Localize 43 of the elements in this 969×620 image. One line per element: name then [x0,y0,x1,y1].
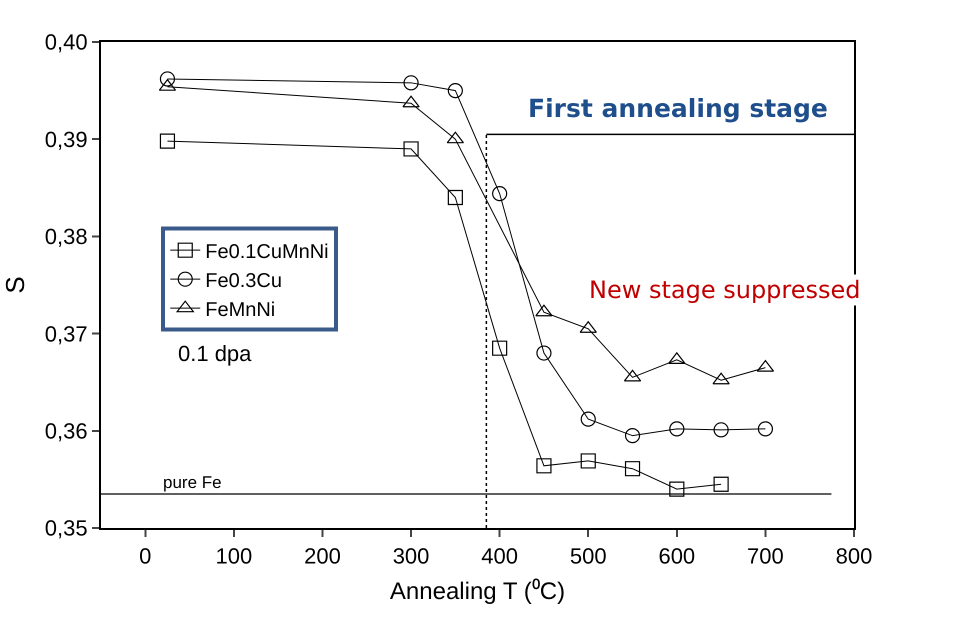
legend-label: Fe0.1CuMnNi [205,240,329,263]
point [492,186,508,202]
legend-label: FeMnNi [205,298,276,321]
y-tick-label: 0,35 [44,516,88,541]
ref-line-label: pure Fe [163,473,222,492]
legend-label: Fe0.3Cu [205,270,282,292]
x-tick-label: 600 [658,543,696,568]
point [669,482,684,497]
x-axis-title: Annealing T (⁰C) [390,578,566,606]
point [448,190,463,206]
point [403,141,419,157]
point [403,75,419,90]
point [160,134,176,149]
x-tick-label: 0 [139,543,152,568]
point [160,71,176,87]
x-tick-label: 400 [481,543,518,568]
y-tick-label: 0,40 [44,30,88,55]
x-tick-label: 500 [570,543,607,568]
y-tick-label: 0,39 [44,126,88,152]
point [669,421,684,436]
point [492,340,508,356]
x-tick-label: 300 [392,543,430,568]
point [624,428,640,444]
point [758,421,774,436]
x-tick-label: 700 [747,543,784,568]
point [536,458,552,474]
x-tick-label: 800 [836,543,872,568]
point [580,453,596,469]
annotation: 0.1 dpa [178,341,252,366]
annotation: New stage suppressed [589,276,861,304]
point [580,412,596,427]
x-tick-label: 100 [216,543,252,568]
point [714,422,729,438]
y-axis-title: S [0,276,30,294]
point [536,345,552,361]
point [714,476,729,492]
point [624,461,640,476]
y-tick-label: 0,37 [44,321,88,346]
y-tick-label: 0,38 [44,224,88,250]
point [448,83,463,98]
ref-line-label: First annealing stage [528,94,828,123]
y-tick-label: 0,36 [44,418,88,444]
x-tick-label: 200 [304,543,341,568]
